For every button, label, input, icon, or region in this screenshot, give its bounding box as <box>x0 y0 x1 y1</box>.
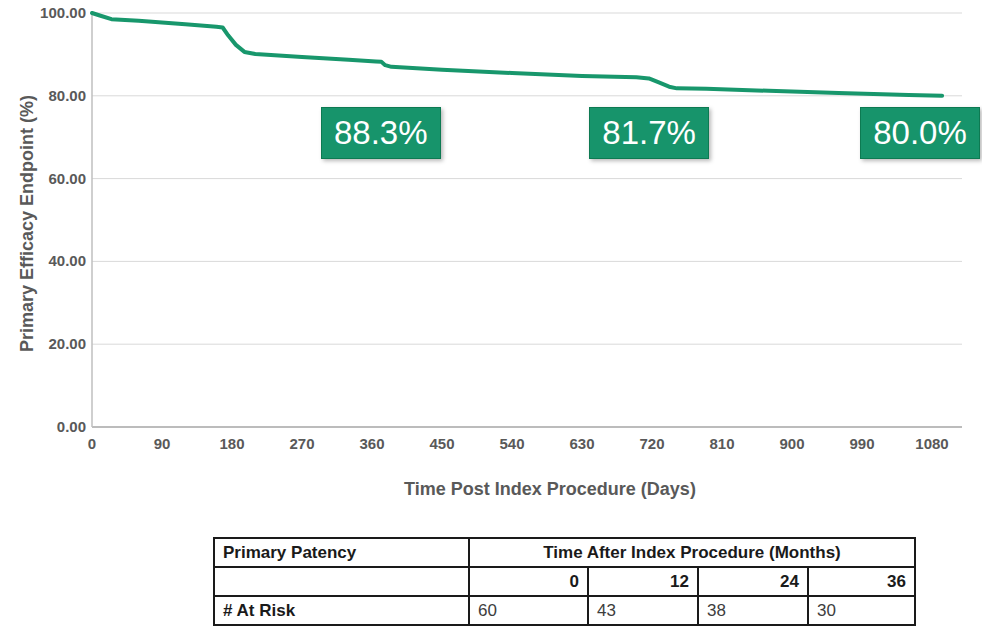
page: Primary Efficacy Endpoint (%) 100.0080.0… <box>0 0 982 638</box>
table-months-row: 0 12 24 36 <box>214 567 915 596</box>
table-header-row: Primary Patency Time After Index Procedu… <box>214 538 915 567</box>
chart-plot-svg <box>0 0 982 505</box>
y-tick-label: 20.00 <box>16 335 86 353</box>
table-header-primary-patency: Primary Patency <box>214 538 469 567</box>
at-risk-value-12: 43 <box>588 596 698 625</box>
y-tick-label: 60.00 <box>16 170 86 188</box>
y-tick-label: 40.00 <box>16 252 86 270</box>
at-risk-value-0: 60 <box>469 596 588 625</box>
table-month-12: 12 <box>588 567 698 596</box>
x-axis-title: Time Post Index Procedure (Days) <box>350 479 750 500</box>
x-tick-label: 270 <box>272 435 332 453</box>
table-month-0: 0 <box>469 567 588 596</box>
x-tick-label: 0 <box>62 435 122 453</box>
x-tick-label: 1080 <box>902 435 962 453</box>
x-tick-label: 810 <box>692 435 752 453</box>
annotation-24-months: 81.7% <box>589 107 709 159</box>
x-tick-label: 360 <box>342 435 402 453</box>
x-tick-label: 90 <box>132 435 192 453</box>
table-row-at-risk: # At Risk 60 43 38 30 <box>214 596 915 625</box>
x-tick-label: 720 <box>622 435 682 453</box>
x-tick-label: 630 <box>552 435 612 453</box>
table-row-label: # At Risk <box>214 596 469 625</box>
x-tick-label: 990 <box>832 435 892 453</box>
at-risk-value-24: 38 <box>698 596 808 625</box>
x-tick-label: 450 <box>412 435 472 453</box>
at-risk-value-36: 30 <box>808 596 915 625</box>
table-header-time-after-index: Time After Index Procedure (Months) <box>469 538 915 567</box>
x-tick-label: 900 <box>762 435 822 453</box>
x-tick-label: 180 <box>202 435 262 453</box>
annotation-12-months: 88.3% <box>321 107 441 159</box>
x-tick-label: 540 <box>482 435 542 453</box>
kaplan-meier-chart: Primary Efficacy Endpoint (%) 100.0080.0… <box>0 0 982 505</box>
table-month-36: 36 <box>808 567 915 596</box>
table-month-24: 24 <box>698 567 808 596</box>
table-cell-empty <box>214 567 469 596</box>
at-risk-table: Primary Patency Time After Index Procedu… <box>213 537 916 626</box>
y-tick-label: 0.00 <box>16 418 86 436</box>
y-tick-label: 80.00 <box>16 87 86 105</box>
y-tick-label: 100.00 <box>16 4 86 22</box>
km-curve <box>92 13 942 96</box>
annotation-36-months: 80.0% <box>860 107 980 159</box>
